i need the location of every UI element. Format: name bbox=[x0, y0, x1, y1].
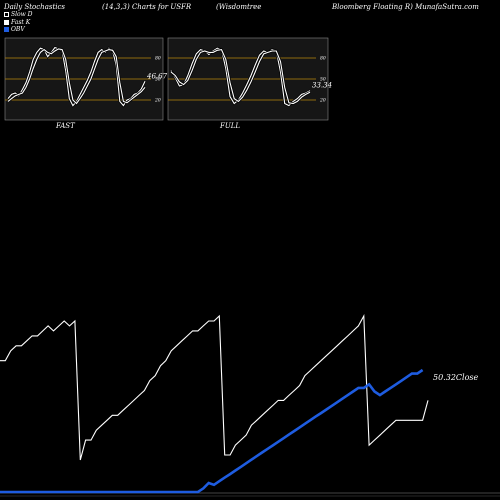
obv-line bbox=[0, 368, 424, 494]
last-value-label: 33.34 bbox=[312, 82, 332, 90]
legend-label-obv: OBV bbox=[11, 26, 25, 33]
panel-title: FULL bbox=[219, 122, 240, 130]
slow-d-line bbox=[7, 48, 146, 105]
close-price-line bbox=[0, 313, 429, 461]
slow-d-line bbox=[170, 48, 311, 105]
chart-subtitle: (14,3,3) Charts for USFR bbox=[102, 3, 192, 11]
fund-name-part2: Bloomberg Floating R) MunafaSutra.com bbox=[332, 3, 479, 11]
fast-panel: 20 50 80 46.67 FAST bbox=[4, 37, 168, 130]
legend: Slow D Fast K OBV bbox=[4, 11, 33, 34]
price-obv-panel: 50.32Close bbox=[0, 313, 500, 497]
legend-item-slow-d: Slow D bbox=[4, 11, 33, 19]
legend-swatch-slow-d bbox=[4, 12, 9, 18]
y-tick-label: 20 bbox=[319, 98, 326, 104]
y-tick-label: 20 bbox=[154, 98, 161, 104]
legend-item-fast-k: Fast K bbox=[4, 19, 33, 27]
legend-label-fast-k: Fast K bbox=[11, 18, 31, 26]
fund-name-part1: (Wisdomtree bbox=[216, 3, 262, 11]
last-value-label: 46.67 bbox=[146, 72, 168, 80]
legend-item-obv: OBV bbox=[4, 26, 33, 34]
y-tick-label: 50 bbox=[320, 77, 326, 83]
y-tick-label: 80 bbox=[155, 56, 161, 62]
legend-swatch-obv bbox=[4, 27, 9, 33]
full-panel: 20 50 80 33.34 FULL bbox=[167, 37, 332, 130]
fast-k-line bbox=[170, 47, 311, 107]
legend-label-slow-d: Slow D bbox=[11, 11, 33, 18]
panel-title: FAST bbox=[55, 122, 76, 130]
legend-swatch-fast-k bbox=[4, 19, 9, 25]
y-tick-label: 50 bbox=[155, 77, 161, 83]
close-value-label: 50.32Close bbox=[433, 373, 479, 382]
chart-title: Daily Stochastics bbox=[4, 3, 66, 11]
y-tick-label: 80 bbox=[320, 56, 326, 62]
